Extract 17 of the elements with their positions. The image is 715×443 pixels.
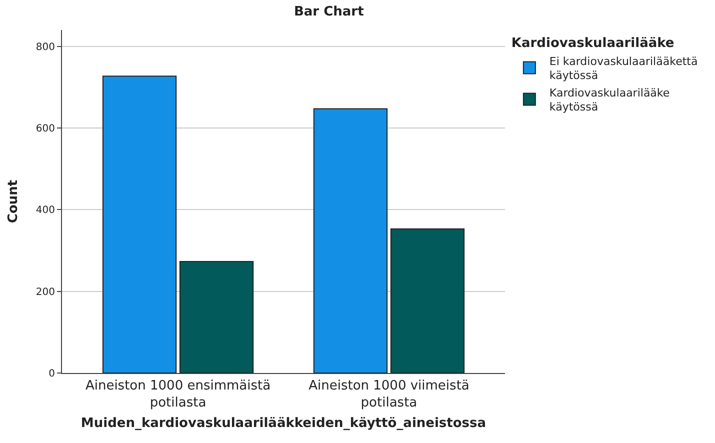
bar [179, 261, 254, 373]
x-tick-label: Aineiston 1000 ensimmäistä potilasta [85, 378, 271, 410]
legend-title: Kardiovaskulaarilääke [511, 36, 674, 51]
chart-title: Bar Chart [294, 4, 364, 20]
y-tick-label: 600 [36, 124, 55, 134]
y-tick-label: 0 [48, 368, 55, 380]
legend-label: Ei kardiovaskulaarilääkettä käytössä [549, 54, 698, 82]
x-tick-label: Aineiston 1000 viimeistä potilasta [308, 378, 470, 410]
y-tick-label: 200 [36, 286, 55, 298]
legend-label: Kardiovaskulaarilääke käytössä [549, 86, 670, 114]
x-axis-title: Muiden_kardiovaskulaarilääkkeiden_käyttö_aineistossa [80, 416, 486, 432]
bar [390, 228, 465, 373]
y-tick-label: 800 [36, 42, 55, 53]
y-axis-title: Count [6, 180, 21, 224]
bar [313, 108, 388, 373]
bar [102, 76, 177, 373]
y-tick-label: 400 [36, 205, 55, 216]
